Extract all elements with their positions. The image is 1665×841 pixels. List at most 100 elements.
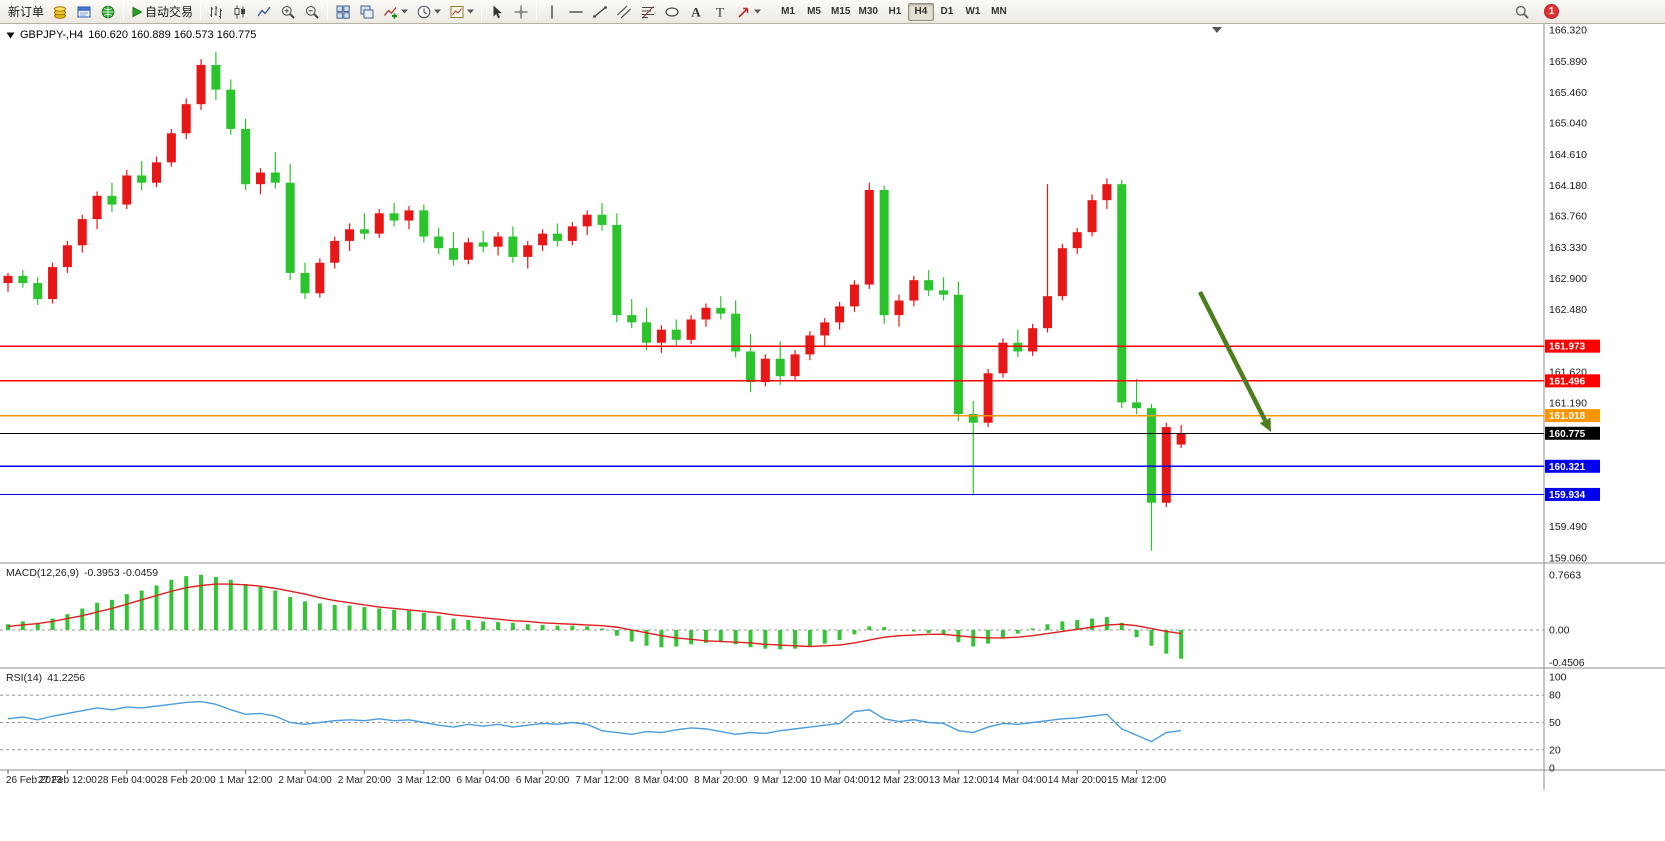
svg-text:50: 50 xyxy=(1549,717,1561,729)
candlestick-chart-button[interactable] xyxy=(228,1,252,22)
text-button[interactable]: A xyxy=(684,1,708,22)
svg-text:A: A xyxy=(691,4,701,19)
svg-text:164.180: 164.180 xyxy=(1549,180,1587,192)
svg-text:161.018: 161.018 xyxy=(1549,411,1586,422)
svg-text:8 Mar 04:00: 8 Mar 04:00 xyxy=(635,775,689,786)
ellipse-icon xyxy=(665,6,679,17)
templates-icon xyxy=(450,5,464,18)
cascade-windows-icon xyxy=(360,5,374,18)
text-icon: A xyxy=(691,4,701,19)
data-window-button[interactable] xyxy=(72,1,96,22)
templates-button[interactable] xyxy=(445,1,478,22)
zoom-in-button[interactable] xyxy=(276,1,300,22)
chevron-down-icon xyxy=(401,9,409,14)
search-icon xyxy=(1515,5,1529,19)
macd-signal-line xyxy=(7,583,1182,648)
svg-text:165.460: 165.460 xyxy=(1549,87,1587,99)
tile-windows-button[interactable] xyxy=(331,1,355,22)
periods-clock-icon xyxy=(417,5,431,18)
chevron-down-icon xyxy=(467,9,475,14)
zoom-out-button[interactable] xyxy=(300,1,324,22)
search-button[interactable] xyxy=(1510,1,1534,22)
chart-title: GBPJPY-,H4 160.620 160.889 160.573 160.7… xyxy=(6,29,256,41)
candles-layer xyxy=(3,51,1186,551)
coins-icon xyxy=(54,5,67,19)
timeframe-w1-button[interactable]: W1 xyxy=(960,3,986,21)
crosshair-button[interactable] xyxy=(509,1,533,22)
timeframe-mn-button[interactable]: MN xyxy=(986,3,1012,21)
rsi-line xyxy=(7,700,1182,743)
symbol-period-label: GBPJPY-,H4 xyxy=(20,29,84,41)
horizontal-line-icon xyxy=(569,10,583,13)
svg-text:0: 0 xyxy=(1549,763,1555,775)
toolbar-separator xyxy=(200,3,202,20)
cursor-button[interactable] xyxy=(485,1,509,22)
new-order-label: 新订单 xyxy=(8,5,45,19)
fibonacci-button[interactable] xyxy=(636,1,660,22)
arrows-button[interactable] xyxy=(732,1,765,22)
trendline-button[interactable] xyxy=(588,1,612,22)
svg-text:159.934: 159.934 xyxy=(1549,490,1586,501)
svg-text:28 Feb 04:00: 28 Feb 04:00 xyxy=(97,775,156,786)
svg-text:165.040: 165.040 xyxy=(1549,118,1587,130)
toolbar-separator xyxy=(327,3,329,20)
rsi-value: 41.2256 xyxy=(47,672,86,684)
vertical-line-button[interactable] xyxy=(540,1,564,22)
svg-text:161.190: 161.190 xyxy=(1549,398,1587,410)
shapes-button[interactable] xyxy=(660,1,684,22)
cursor-icon xyxy=(493,5,502,18)
toolbar-right-cluster: 1 xyxy=(1510,1,1559,22)
timeframe-h1-button[interactable]: H1 xyxy=(882,3,908,21)
svg-text:10 Mar 04:00: 10 Mar 04:00 xyxy=(810,775,869,786)
chart-shift-marker[interactable] xyxy=(1212,27,1222,33)
timeframe-d1-button[interactable]: D1 xyxy=(934,3,960,21)
auto-trading-button[interactable]: 自动交易 xyxy=(127,1,197,22)
symbol-marker-icon xyxy=(6,32,15,38)
bar-chart-button[interactable] xyxy=(204,1,228,22)
svg-text:6 Mar 20:00: 6 Mar 20:00 xyxy=(516,775,570,786)
cascade-windows-button[interactable] xyxy=(355,1,379,22)
price-axis[interactable]: 166.320 165.890 165.460 165.040 164.610 164.1… xyxy=(1545,25,1600,565)
notification-badge[interactable]: 1 xyxy=(1544,4,1559,19)
periods-button[interactable] xyxy=(412,1,445,22)
svg-text:166.320: 166.320 xyxy=(1549,25,1587,37)
ohlc-readout: 160.620 160.889 160.573 160.775 xyxy=(88,29,257,41)
rsi-title: RSI(14) xyxy=(6,672,43,684)
svg-text:161.973: 161.973 xyxy=(1549,342,1586,353)
coins-button[interactable] xyxy=(48,1,72,22)
svg-text:163.330: 163.330 xyxy=(1549,242,1587,254)
navigator-button[interactable] xyxy=(96,1,120,22)
macd-values: -0.3953 -0.0459 xyxy=(83,567,159,579)
svg-text:13 Mar 12:00: 13 Mar 12:00 xyxy=(929,775,988,786)
svg-text:15 Mar 12:00: 15 Mar 12:00 xyxy=(1107,775,1166,786)
svg-text:2 Mar 20:00: 2 Mar 20:00 xyxy=(338,775,392,786)
timeframe-m30-button[interactable]: M30 xyxy=(854,3,881,21)
hline-objects[interactable] xyxy=(0,345,1544,496)
channel-button[interactable] xyxy=(612,1,636,22)
svg-text:7 Mar 12:00: 7 Mar 12:00 xyxy=(575,775,629,786)
chevron-down-icon xyxy=(434,9,442,14)
main-toolbar: 新订单 自动交易 A T M1 M5 M15 M30 H1 H4 D1 W1 MN 1 xyxy=(0,0,1665,24)
label-button[interactable]: T xyxy=(708,1,732,22)
trend-arrow[interactable] xyxy=(1197,290,1271,432)
timeframe-m1-button[interactable]: M1 xyxy=(775,3,801,21)
indicators-button[interactable] xyxy=(379,1,412,22)
horizontal-line-button[interactable] xyxy=(564,1,588,22)
svg-text:160.775: 160.775 xyxy=(1549,429,1586,440)
svg-text:T: T xyxy=(716,4,724,19)
svg-text:100: 100 xyxy=(1549,672,1567,684)
macd-title: MACD(12,26,9) xyxy=(6,567,79,579)
line-chart-button[interactable] xyxy=(252,1,276,22)
timeframe-m5-button[interactable]: M5 xyxy=(801,3,827,21)
svg-text:159.060: 159.060 xyxy=(1549,553,1587,565)
svg-text:163.760: 163.760 xyxy=(1549,211,1587,223)
svg-text:160.321: 160.321 xyxy=(1549,462,1586,473)
svg-text:2 Mar 04:00: 2 Mar 04:00 xyxy=(278,775,332,786)
svg-text:162.480: 162.480 xyxy=(1549,304,1587,316)
rsi-label: RSI(14) 41.2256 xyxy=(6,672,85,684)
new-order-button[interactable]: 新订单 xyxy=(4,1,48,22)
timeframe-h4-button[interactable]: H4 xyxy=(907,2,934,21)
timeframe-m15-button[interactable]: M15 xyxy=(827,3,854,21)
